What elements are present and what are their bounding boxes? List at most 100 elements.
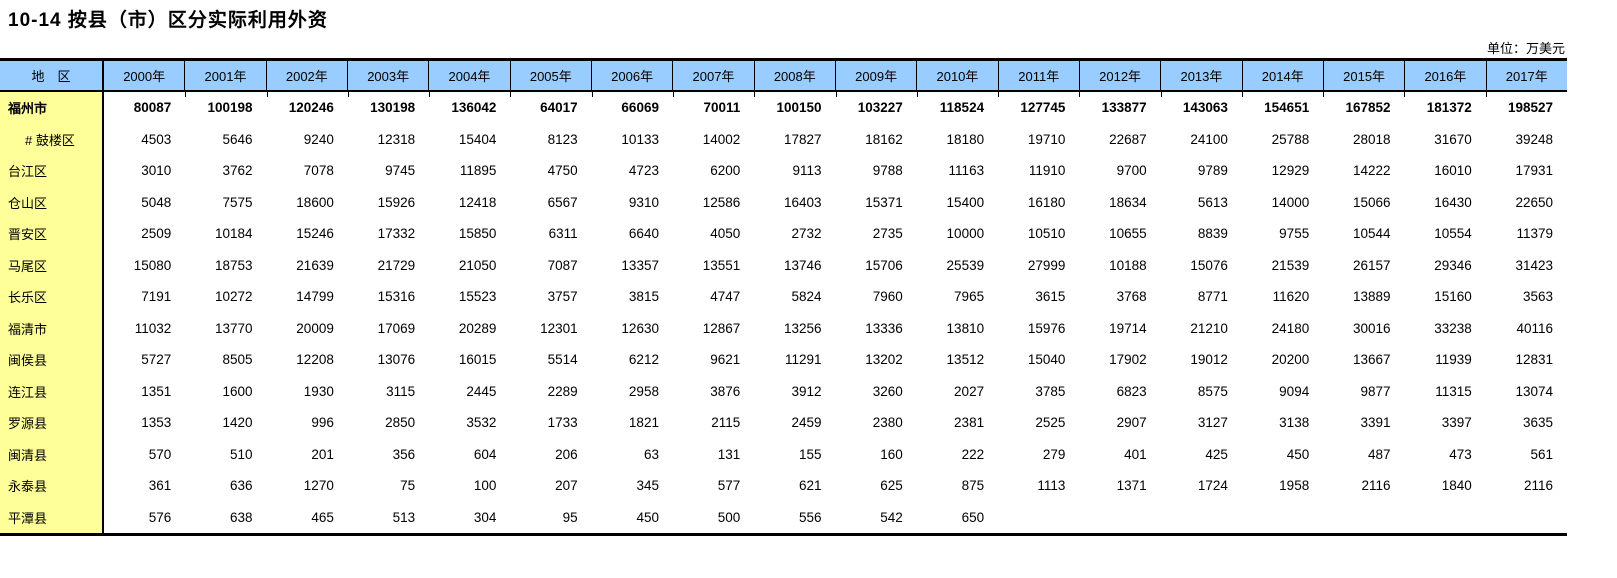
region-label: 福清市 — [0, 312, 104, 344]
value-cell: 6567 — [547, 194, 578, 210]
value-cell: 12586 — [702, 194, 741, 210]
value-cell: 100150 — [776, 100, 822, 116]
column-boundary-tick — [510, 92, 512, 97]
value-cell: 22687 — [1109, 131, 1147, 147]
value-cell: 15246 — [296, 226, 334, 242]
table-header-row: 地 区 2000年 2001年 2002年 2003年 2004年 2005年 2006年 20… — [0, 61, 1567, 92]
column-boundary-tick — [266, 92, 268, 97]
value-cell: 17931 — [1515, 163, 1554, 179]
value-cell: 3876 — [710, 383, 741, 399]
value-cell: 18180 — [946, 131, 985, 147]
value-cell: 11315 — [1435, 383, 1472, 399]
value-cell: 8575 — [1197, 383, 1228, 399]
value-cell: 500 — [717, 509, 741, 525]
value-cell: 31423 — [1515, 257, 1554, 273]
value-cell: 64017 — [540, 100, 578, 116]
value-cell: 15404 — [458, 131, 497, 147]
value-cell: 133877 — [1101, 100, 1147, 116]
value-cell: 2445 — [466, 383, 497, 399]
value-cell: 19012 — [1190, 352, 1228, 368]
table-row: 福州市 80087 100198 120246 130198 136042 64017 660… — [0, 92, 1567, 124]
value-cell: 198527 — [1508, 100, 1554, 116]
value-cell: 7087 — [547, 257, 578, 273]
value-cell: 10655 — [1109, 226, 1147, 242]
value-cell: 2459 — [791, 415, 822, 431]
value-cell: 12929 — [1271, 163, 1310, 179]
value-cell: 28018 — [1352, 131, 1391, 147]
value-cell: 154651 — [1264, 100, 1310, 116]
column-boundary-tick — [998, 92, 1000, 97]
value-cell: 95 — [562, 509, 578, 525]
value-cell: 3115 — [386, 383, 416, 399]
value-cell: 1420 — [222, 415, 253, 431]
value-cell: 650 — [961, 509, 985, 525]
value-cell: 3397 — [1441, 415, 1472, 431]
value-cell: 13746 — [783, 257, 822, 273]
value-cell: 10133 — [621, 131, 659, 147]
value-cell: 2380 — [872, 415, 903, 431]
column-boundary-tick — [754, 92, 756, 97]
value-cell: 2850 — [385, 415, 416, 431]
value-cell: 19710 — [1027, 131, 1066, 147]
value-cell: 63 — [643, 446, 659, 462]
value-cell: 621 — [799, 478, 822, 494]
value-cell: 100 — [473, 478, 497, 494]
value-cell: 10544 — [1352, 226, 1391, 242]
column-boundary-tick — [835, 92, 837, 97]
value-cell: 7078 — [303, 163, 334, 179]
value-cell: 10272 — [215, 289, 253, 305]
value-cell: 16015 — [458, 352, 497, 368]
value-cell: 556 — [799, 509, 822, 525]
value-cell: 22650 — [1515, 194, 1554, 210]
value-cell: 15160 — [1434, 289, 1472, 305]
value-cell: 9745 — [385, 163, 416, 179]
table-row: 闽清县 570 510 201 356 604 206 63 131 155 160 222 279 40… — [0, 438, 1567, 470]
value-cell: 9094 — [1279, 383, 1310, 399]
value-cell: 2116 — [1524, 478, 1554, 494]
value-cell: 425 — [1205, 446, 1228, 462]
value-cell: 6200 — [710, 163, 741, 179]
value-cell: 487 — [1367, 446, 1391, 462]
year-column-header-2015: 2015年 — [1322, 61, 1404, 90]
value-cell: 875 — [961, 478, 985, 494]
value-cell: 345 — [636, 478, 659, 494]
value-cell: 15076 — [1190, 257, 1228, 273]
year-column-header-2012: 2012年 — [1078, 61, 1160, 90]
value-cell: 1351 — [141, 383, 172, 399]
value-cell: 577 — [717, 478, 741, 494]
value-cell: 304 — [473, 509, 497, 525]
value-cell: 20009 — [296, 320, 334, 336]
value-cell: 473 — [1449, 446, 1472, 462]
value-cell: 10554 — [1434, 226, 1472, 242]
table-row: 连江县 1351 1600 1930 3115 2445 2289 2958 3876 3912 3… — [0, 375, 1567, 407]
value-cell: 5824 — [791, 289, 822, 305]
value-cell: 3615 — [1035, 289, 1066, 305]
value-cell: 27999 — [1027, 257, 1066, 273]
value-cell: 3757 — [547, 289, 578, 305]
table-row: 台江区 3010 3762 7078 9745 11895 4750 4723 6200 9113… — [0, 155, 1567, 187]
value-cell: 1270 — [303, 478, 334, 494]
value-cell — [1161, 502, 1242, 534]
region-column-header: 地 区 — [0, 61, 104, 90]
value-cell: 21210 — [1190, 320, 1228, 336]
value-cell: 5646 — [222, 131, 253, 147]
value-cell: 14002 — [702, 131, 741, 147]
unit-label: 单位：万美元 — [1486, 41, 1565, 56]
value-cell: 3138 — [1279, 415, 1310, 431]
value-cell: 279 — [1042, 446, 1066, 462]
value-cell: 401 — [1124, 446, 1147, 462]
page-title: 10-14 按县（市）区分实际利用外资 — [8, 10, 328, 31]
region-label: 仓山区 — [0, 186, 104, 218]
value-cell: 8839 — [1197, 226, 1228, 242]
value-cell: 2381 — [954, 415, 985, 431]
value-cell: 1733 — [547, 415, 578, 431]
value-cell: 103227 — [857, 100, 903, 116]
value-cell: 15040 — [1027, 352, 1066, 368]
value-cell: 3635 — [1523, 415, 1554, 431]
year-column-header-2009: 2009年 — [834, 61, 916, 90]
value-cell: 3912 — [791, 383, 822, 399]
region-label: 长乐区 — [0, 281, 104, 313]
region-label: 马尾区 — [0, 249, 104, 281]
value-cell: 8123 — [547, 131, 578, 147]
value-cell: 561 — [1530, 446, 1554, 462]
